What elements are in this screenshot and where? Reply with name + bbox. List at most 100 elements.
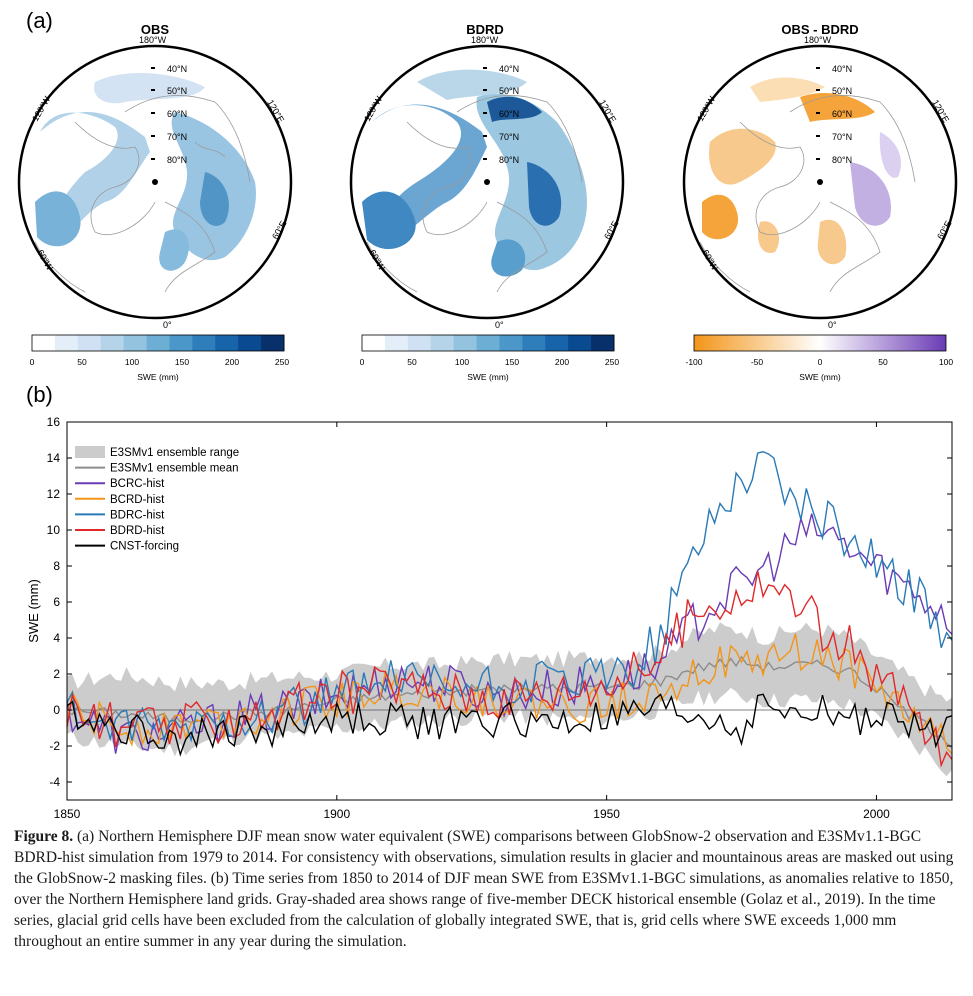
colorbar-cell — [169, 335, 193, 351]
colorbar-bdrd-tick-100: 100 — [455, 357, 469, 367]
colorbar-diff-tick-0: 0 — [818, 357, 823, 367]
map-obs-lat-50: 50°N — [167, 86, 187, 96]
colorbar-cell — [192, 335, 216, 351]
colorbar-cell — [545, 335, 569, 351]
map-obs-lon-bottom: 0° — [163, 320, 172, 330]
map-obs-lat-70: 70°N — [167, 132, 187, 142]
map-diff-lat-60: 60°N — [832, 109, 852, 119]
colorbar-cell — [54, 335, 79, 351]
y-tick-label: 12 — [47, 487, 61, 501]
colorbar-cell — [384, 335, 409, 351]
map-bdrd-lat-80: 80°N — [499, 155, 519, 165]
caption-text: (a) Northern Hemisphere DJF mean snow wa… — [14, 828, 954, 950]
colorbar-bdrd-label: SWE (mm) — [467, 372, 509, 382]
y-tick-label: 16 — [47, 415, 61, 429]
map-bdrd-lat-ticks — [483, 67, 487, 160]
panel-a-label: (a) — [26, 8, 53, 33]
colorbar-bdrd-tick-250: 250 — [605, 357, 619, 367]
colorbar-diff-tick-m100: -100 — [685, 357, 702, 367]
colorbar-cell — [123, 335, 148, 351]
map-obs-lat-40: 40°N — [167, 64, 187, 74]
map-bdrd-lon-bottom: 0° — [495, 320, 504, 330]
y-tick-label: -2 — [49, 739, 60, 753]
y-tick-label: -4 — [49, 775, 60, 789]
y-tick-label: 10 — [47, 523, 61, 537]
map-bdrd-lat-60: 60°N — [499, 109, 519, 119]
series-line-cnst-forcing — [66, 693, 953, 757]
legend-label: E3SMv1 ensemble mean — [110, 463, 238, 475]
timeseries-axes: -4 -2 0 2 4 6 8 10 12 14 16 1850 1900 1950 2000 SWE (mm… — [26, 415, 953, 821]
colorbar-cell — [591, 335, 615, 351]
map-bdrd-snow — [362, 69, 587, 277]
y-axis-label: SWE (mm) — [26, 579, 41, 643]
map-diff-coastlines — [699, 95, 916, 293]
colorbar-obs-tick-50: 50 — [77, 357, 87, 367]
timeseries-chart: -4 -2 0 2 4 6 8 10 12 14 16 1850 1900 1950 2000 SWE (mm… — [26, 415, 953, 821]
colorbar-obs-tick-250: 250 — [275, 357, 289, 367]
y-tick-label: 6 — [53, 595, 60, 609]
colorbar-cell — [453, 335, 478, 351]
map-diff-lat-ticks — [816, 67, 820, 160]
legend-label: E3SMv1 ensemble range — [110, 447, 239, 459]
map-bdrd: 40°N 50°N 60°N 70°N 80°N 180°W 0° 120°W … — [349, 35, 625, 330]
legend-label: CNST-forcing — [110, 541, 179, 553]
map-obs-lat-80: 80°N — [167, 155, 187, 165]
map-bdrd-lon-top: 180°W — [471, 35, 499, 45]
colorbar-cell — [238, 335, 262, 351]
colorbar-obs-tick-100: 100 — [125, 357, 139, 367]
legend-label: BCRD-hist — [110, 494, 165, 506]
colorbar-obs-tick-0: 0 — [30, 357, 35, 367]
colorbar-cell — [430, 335, 455, 351]
colorbar-diff-tick-m50: -50 — [751, 357, 764, 367]
colorbar-obs-cells — [32, 335, 285, 351]
colorbar-cell — [499, 335, 523, 351]
legend-label: BCRC-hist — [110, 478, 165, 490]
map-obs-pole — [152, 179, 158, 185]
colorbar-obs-tick-200: 200 — [225, 357, 239, 367]
colorbar-cell — [146, 335, 170, 351]
colorbar-diff-label: SWE (mm) — [799, 372, 841, 382]
y-tick-label: 2 — [53, 667, 60, 681]
colorbar-bdrd-cells — [362, 335, 615, 351]
legend-swatch-band — [75, 446, 105, 458]
colorbar-bdrd: 0 50 100 150 200 250 SWE (mm) — [360, 334, 619, 382]
colorbar-obs-tick-150: 150 — [175, 357, 189, 367]
map-title-diff: OBS - BDRD — [781, 22, 859, 37]
map-diff-lat-70: 70°N — [832, 132, 852, 142]
map-bdrd-lat-50: 50°N — [499, 86, 519, 96]
y-tick-label: 14 — [47, 451, 61, 465]
map-title-obs: OBS — [140, 22, 170, 37]
colorbar-cell — [362, 335, 386, 351]
legend-label: BDRD-hist — [110, 525, 165, 537]
x-tick-label: 1900 — [323, 807, 350, 821]
colorbar-cell — [77, 335, 102, 351]
figure-caption: Figure 8. (a) Northern Hemisphere DJF me… — [14, 826, 962, 952]
colorbar-cell — [261, 335, 285, 351]
map-bdrd-lat-70: 70°N — [499, 132, 519, 142]
map-bdrd-lat-40: 40°N — [499, 64, 519, 74]
series-line-bdrd-hist — [66, 570, 953, 768]
map-diff-lat-40: 40°N — [832, 64, 852, 74]
colorbar-bdrd-tick-150: 150 — [505, 357, 519, 367]
colorbar-bdrd-tick-200: 200 — [555, 357, 569, 367]
map-obs-lat-60: 60°N — [167, 109, 187, 119]
timeseries-plot-area — [66, 450, 953, 777]
x-tick-label: 1950 — [593, 807, 620, 821]
panel-b-label: (b) — [26, 382, 53, 407]
map-title-bdrd: BDRD — [466, 22, 504, 37]
colorbar-cell — [568, 335, 592, 351]
colorbar-bdrd-tick-50: 50 — [407, 357, 417, 367]
colorbar-cell — [32, 335, 56, 351]
colorbar-bdrd-tick-0: 0 — [360, 357, 365, 367]
map-obs-coastlines — [34, 95, 251, 293]
colorbar-cell — [522, 335, 546, 351]
plot-frame — [66, 421, 953, 801]
colorbar-diff: -100 -50 0 50 100 SWE (mm) — [685, 334, 953, 382]
colorbar-cell — [476, 335, 500, 351]
colorbar-diff-tick-50: 50 — [878, 357, 888, 367]
map-bdrd-pole — [484, 179, 490, 185]
colorbar-obs-label: SWE (mm) — [137, 372, 179, 382]
map-diff-lat-80: 80°N — [832, 155, 852, 165]
colorbar-cell — [100, 335, 125, 351]
series-line-bcrc-hist — [66, 513, 953, 754]
